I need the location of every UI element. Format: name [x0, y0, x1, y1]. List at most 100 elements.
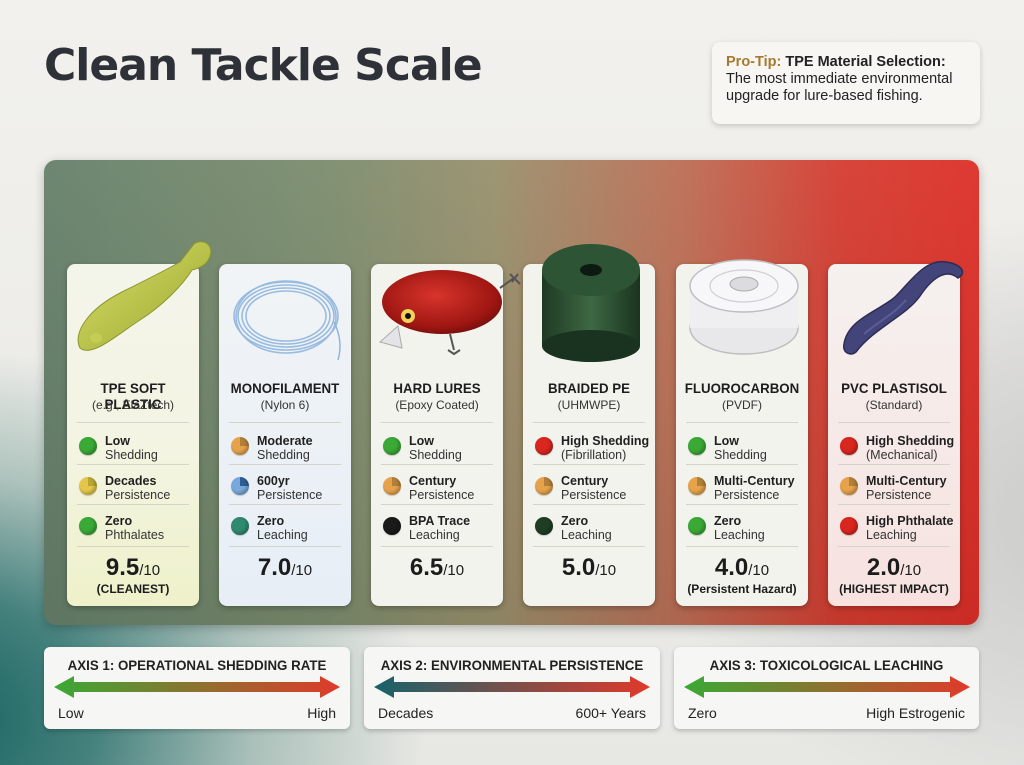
- metric-label: Persistence: [409, 488, 475, 502]
- score-value: 4.0: [714, 554, 749, 581]
- material-name: TPE SOFT PLASTIC: [100, 380, 166, 412]
- axis-leaching: AXIS 3: TOXICOLOGICAL LEACHING Zero High…: [674, 647, 979, 729]
- axis-low-label: Low: [58, 705, 84, 721]
- orange-pie-icon: [535, 477, 553, 495]
- orange-pie-icon: [688, 477, 706, 495]
- material-subtitle: (Standard): [865, 398, 923, 412]
- materials-panel: [44, 160, 979, 625]
- pro-tip-heading: TPE Material Selection:: [785, 54, 946, 70]
- verdict: (Persistent Hazard): [687, 582, 797, 596]
- metric-label: Shedding: [409, 448, 462, 462]
- metric-value: Century: [409, 474, 457, 488]
- axis-title: AXIS 3: TOXICOLOGICAL LEACHING: [709, 657, 944, 673]
- divider: [533, 504, 645, 505]
- material-name: MONOFILAMENT: [230, 380, 340, 396]
- divider: [838, 464, 950, 465]
- divider: [381, 546, 493, 547]
- metric-value: Century: [561, 474, 609, 488]
- metric-label: Persistence: [257, 488, 323, 502]
- score-denominator: /10: [443, 562, 465, 579]
- metric-label: Persistence: [561, 488, 627, 502]
- material-subtitle: (PVDF): [722, 398, 762, 412]
- score: 4.0/10: [676, 554, 808, 582]
- metric-label: Leaching: [714, 528, 765, 542]
- axis-title: AXIS 1: OPERATIONAL SHEDDING RATE: [67, 657, 327, 673]
- divider: [229, 504, 341, 505]
- green-dot-icon: [383, 437, 401, 455]
- metric-leaching: Zero Leaching: [688, 510, 806, 544]
- orange-pie-icon: [231, 437, 249, 455]
- metric-value: High Shedding: [561, 434, 650, 448]
- metric-value: Low: [409, 434, 434, 448]
- double-arrow-icon: [54, 676, 340, 698]
- metric-persistence: Century Persistence: [383, 470, 501, 504]
- divider: [533, 546, 645, 547]
- page-title: Clean Tackle Scale: [44, 40, 483, 91]
- divider: [381, 504, 493, 505]
- metric-value: High Shedding: [866, 434, 955, 448]
- divider: [229, 464, 341, 465]
- score-denominator: /10: [595, 562, 617, 579]
- metric-label: Phthalates: [105, 528, 165, 542]
- red-dot-icon: [535, 437, 553, 455]
- score-value: 2.0: [866, 554, 901, 581]
- metric-label: Persistence: [866, 488, 932, 502]
- divider: [686, 422, 798, 423]
- divider: [838, 504, 950, 505]
- material-name: PVC PLASTISOL: [841, 380, 947, 396]
- metric-value: Multi-Century: [714, 474, 795, 488]
- axis-shedding: AXIS 1: OPERATIONAL SHEDDING RATE Low Hi…: [44, 647, 350, 729]
- axis-persistence: AXIS 2: ENVIRONMENTAL PERSISTENCE Decade…: [364, 647, 660, 729]
- tpe-soft-plastic-shad-icon: [77, 241, 212, 351]
- metric-value: Multi-Century: [866, 474, 947, 488]
- orange-pie-icon: [840, 477, 858, 495]
- score: 2.0/10: [828, 554, 960, 582]
- metric-leaching: Zero Phthalates: [79, 510, 197, 544]
- metric-label: Persistence: [714, 488, 780, 502]
- metric-label: Leaching: [561, 528, 612, 542]
- metric-label: (Mechanical): [866, 448, 938, 462]
- metric-value: Low: [714, 434, 739, 448]
- metric-leaching: Zero Leaching: [535, 510, 653, 544]
- divider: [686, 546, 798, 547]
- verdict: (CLEANEST): [96, 582, 170, 596]
- metric-label: (Fibrillation): [561, 448, 627, 462]
- material-name: FLUOROCARBON: [684, 380, 800, 396]
- metric-persistence: Century Persistence: [535, 470, 653, 504]
- metric-value: Zero: [561, 514, 589, 528]
- divider: [77, 504, 189, 505]
- braided-line-spool-icon: [542, 244, 640, 362]
- red-dot-icon: [840, 437, 858, 455]
- score-value: 7.0: [257, 554, 292, 581]
- metric-persistence: 600yr Persistence: [231, 470, 349, 504]
- axis-low-label: Zero: [688, 705, 717, 721]
- score-denominator: /10: [748, 562, 770, 579]
- metric-label: Shedding: [714, 448, 767, 462]
- black-dot-icon: [383, 517, 401, 535]
- metric-value: Zero: [105, 514, 133, 528]
- material-card-pvc-plastisol: PVC PLASTISOL (Standard) High Shedding (…: [828, 264, 960, 606]
- pro-tip-prefix: Pro-Tip:: [726, 54, 782, 70]
- material-name: BRAIDED PE: [547, 380, 631, 396]
- metric-shedding: High Shedding (Mechanical): [840, 430, 958, 464]
- score-denominator: /10: [291, 562, 313, 579]
- divider: [686, 464, 798, 465]
- divider: [838, 546, 950, 547]
- score-value: 6.5: [409, 554, 444, 581]
- divider: [533, 464, 645, 465]
- divider: [381, 464, 493, 465]
- divider: [686, 504, 798, 505]
- metric-persistence: Decades Persistence: [79, 470, 197, 504]
- crankbait-lure-icon: [378, 270, 521, 356]
- metric-value: BPA Trace: [409, 514, 471, 528]
- metric-persistence: Multi-Century Persistence: [840, 470, 958, 504]
- axis-low-label: Decades: [378, 705, 434, 721]
- metric-shedding: Moderate Shedding: [231, 430, 349, 464]
- green-dot-icon: [79, 517, 97, 535]
- divider: [229, 546, 341, 547]
- pro-tip-body: The most immediate environmental upgrade…: [726, 71, 953, 104]
- axis-high-label: 600+ Years: [575, 705, 646, 721]
- red-dot-icon: [840, 517, 858, 535]
- teal-dot-icon: [231, 517, 249, 535]
- double-arrow-icon: [374, 676, 650, 698]
